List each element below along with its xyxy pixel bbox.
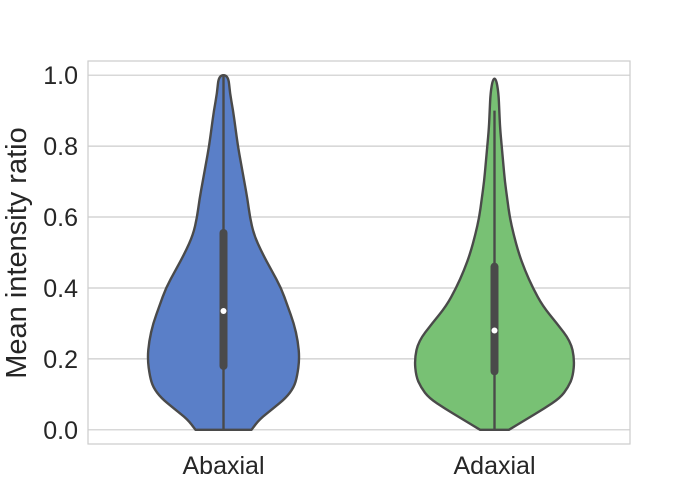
- y-tick-label-2: 0.4: [43, 275, 78, 303]
- plot-frame: [87, 60, 631, 445]
- y-tick-label-3: 0.6: [43, 204, 78, 232]
- y-tick-label-5: 1.0: [43, 62, 78, 90]
- median-point-adaxial: [491, 327, 498, 334]
- y-tick-label-1: 0.2: [43, 346, 78, 374]
- x-tick-label-adaxial: Adaxial: [454, 452, 536, 480]
- y-axis-label: Mean intensity ratio: [1, 127, 33, 378]
- x-tick-label-abaxial: Abaxial: [183, 452, 265, 480]
- y-tick-label-4: 0.8: [43, 133, 78, 161]
- y-tick-label-0: 0.0: [43, 417, 78, 445]
- median-point-abaxial: [220, 308, 227, 315]
- violins: [146, 74, 576, 431]
- x-tick-labels: Abaxial Adaxial: [183, 452, 536, 480]
- y-tick-labels: 0.0 0.2 0.4 0.6 0.8 1.0: [43, 62, 78, 445]
